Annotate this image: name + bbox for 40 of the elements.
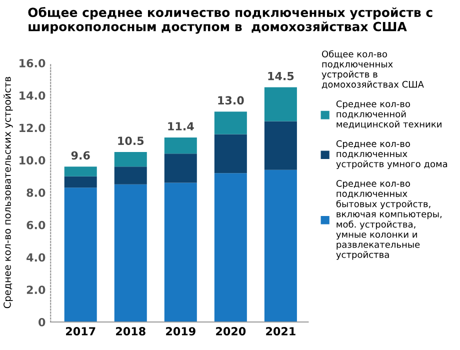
bar	[164, 182, 197, 322]
bar	[164, 154, 197, 183]
bar	[214, 112, 247, 134]
bar	[264, 121, 297, 170]
bar	[114, 166, 147, 184]
legend-title: Общее кол-во подключенных устройств в домохозяйствах США	[322, 50, 424, 89]
bar	[64, 166, 97, 176]
x-tick-label: 2020	[216, 327, 246, 336]
x-tick-label: 2021	[266, 327, 296, 336]
y-tick-label: 16.0	[20, 58, 46, 68]
bar	[264, 87, 297, 122]
y-axis-title: Среднее кол-во пользовательских устройств	[3, 76, 13, 308]
total-label: 10.5	[118, 136, 144, 146]
legend-label: Среднее кол-во подключенных бытовых устройств, включая компьютеры, моб. устройства, умные колонки и развлекательные устройства	[336, 180, 442, 260]
bar	[64, 188, 97, 322]
y-tick-label: 6.0	[26, 220, 46, 230]
bar	[214, 173, 247, 322]
y-tick-label: 12.0	[20, 124, 46, 132]
y-tick-label: 8.0	[26, 188, 46, 197]
x-tick-label: 2017	[66, 327, 96, 336]
bar	[264, 170, 297, 322]
legend-label: Среднее кол-во подключенных устройств умного дома	[336, 140, 448, 170]
bar	[164, 137, 197, 154]
bar	[114, 184, 147, 322]
total-label: 13.0	[218, 96, 244, 105]
total-label: 14.5	[268, 72, 294, 80]
y-tick-label: 0	[38, 318, 46, 326]
bar	[114, 152, 147, 167]
x-tick-label: 2019	[166, 327, 196, 336]
y-tick-label: 4.0	[26, 253, 46, 262]
legend-label: Среднее кол-во подключенной медицинской техники	[336, 100, 442, 129]
bar	[214, 134, 247, 174]
total-label: 11.4	[168, 122, 194, 130]
y-tick-label: 10.0	[20, 156, 46, 165]
x-tick-label: 2018	[116, 327, 146, 336]
bar	[64, 176, 97, 188]
total-label: 9.6	[71, 151, 90, 160]
y-tick-label: 14.0	[20, 91, 46, 100]
y-tick-label: 2.0	[26, 286, 46, 294]
chart-title: Общее среднее количество подключенных устройств с широкополосным доступом в домохозяйствах США	[28, 7, 432, 34]
